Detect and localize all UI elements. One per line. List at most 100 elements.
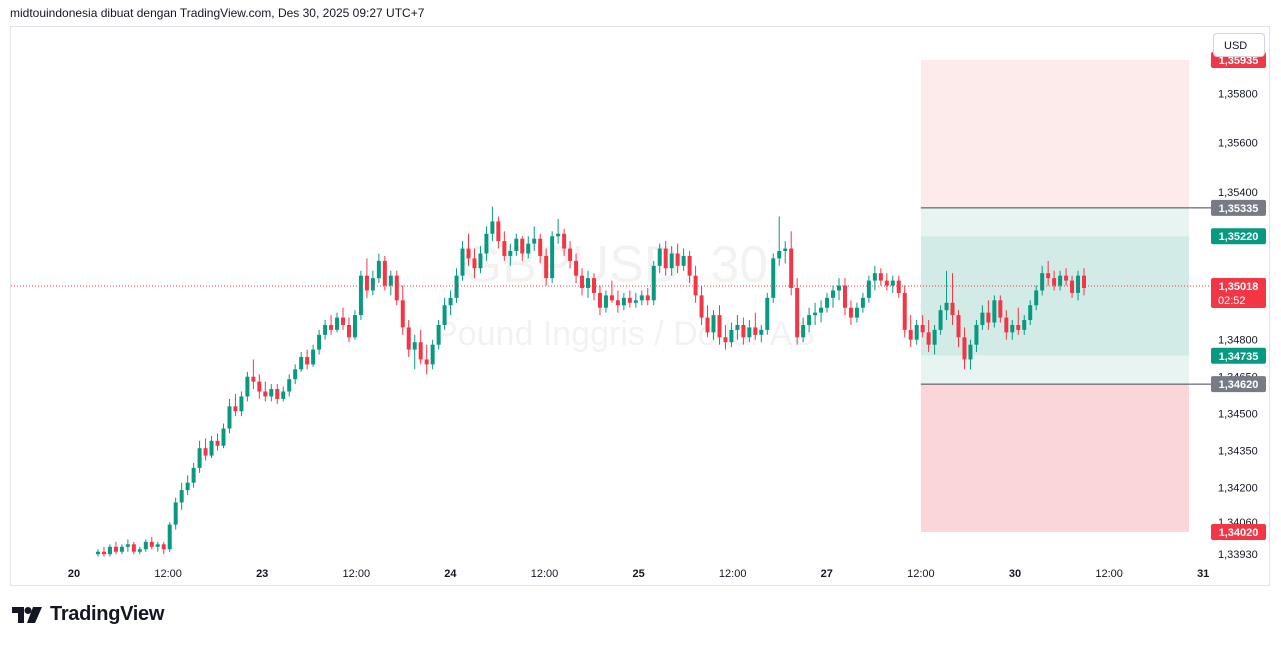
candle[interactable] [860, 292, 865, 313]
candle[interactable] [795, 278, 800, 345]
candle[interactable] [101, 546, 106, 557]
candle[interactable] [615, 290, 620, 313]
candle[interactable] [430, 339, 435, 370]
candle[interactable] [1028, 300, 1033, 325]
price-label-green[interactable]: 1,34735 [1211, 347, 1266, 364]
candle[interactable] [729, 322, 734, 348]
candle[interactable] [1040, 265, 1045, 296]
candle[interactable] [1004, 310, 1009, 340]
candle[interactable] [382, 255, 387, 291]
candle[interactable] [920, 315, 925, 338]
candle[interactable] [251, 359, 256, 390]
candle[interactable] [842, 278, 847, 316]
candle[interactable] [394, 270, 399, 306]
candle[interactable] [1052, 270, 1057, 291]
candle[interactable] [185, 475, 190, 496]
candle[interactable] [1070, 275, 1075, 298]
candle[interactable] [681, 248, 686, 271]
candle[interactable] [305, 349, 310, 370]
candle[interactable] [173, 497, 178, 530]
candle[interactable] [771, 253, 776, 303]
candle[interactable] [902, 285, 907, 338]
candle[interactable] [932, 324, 937, 355]
candle[interactable] [831, 285, 836, 308]
candle[interactable] [281, 386, 286, 402]
candle[interactable] [550, 231, 555, 284]
currency-selector[interactable]: USD [1213, 33, 1265, 57]
candle[interactable] [1010, 320, 1015, 340]
candle[interactable] [669, 246, 674, 276]
candle[interactable] [896, 275, 901, 298]
candle[interactable] [562, 228, 567, 256]
candle[interactable] [341, 307, 346, 330]
candle[interactable] [514, 233, 519, 256]
candle[interactable] [412, 334, 417, 370]
candle[interactable] [203, 438, 208, 461]
candle[interactable] [705, 305, 710, 338]
candle[interactable] [956, 310, 961, 348]
candle[interactable] [884, 273, 889, 291]
candle[interactable] [155, 541, 160, 552]
candle[interactable] [819, 300, 824, 323]
current-price-badge[interactable]: 1,35018 02:52 [1211, 278, 1266, 309]
candle[interactable] [520, 236, 525, 261]
candle[interactable] [376, 253, 381, 284]
candle[interactable] [317, 329, 322, 355]
candle[interactable] [980, 305, 985, 330]
price-label-gray[interactable]: 1,34620 [1211, 376, 1266, 393]
candle[interactable] [335, 312, 340, 333]
candle[interactable] [329, 315, 334, 335]
candle[interactable] [825, 292, 830, 313]
candle[interactable] [544, 248, 549, 286]
candle[interactable] [609, 280, 614, 303]
candle[interactable] [287, 374, 292, 397]
candle[interactable] [161, 541, 166, 555]
candle[interactable] [418, 329, 423, 365]
candle[interactable] [765, 292, 770, 335]
candle[interactable] [699, 285, 704, 325]
candle[interactable] [789, 231, 794, 296]
candle[interactable] [388, 270, 393, 296]
candle[interactable] [580, 268, 585, 296]
price-label-green[interactable]: 1,35220 [1211, 228, 1266, 245]
candle[interactable] [478, 246, 483, 274]
candle[interactable] [257, 374, 262, 399]
candle[interactable] [962, 327, 967, 370]
price-label-red[interactable]: 1,34020 [1211, 524, 1266, 540]
candle[interactable] [532, 226, 537, 252]
candle[interactable] [215, 433, 220, 451]
candle[interactable] [107, 544, 112, 557]
candle[interactable] [747, 320, 752, 343]
candle[interactable] [938, 305, 943, 335]
candle[interactable] [597, 285, 602, 316]
time-axis[interactable]: 20 12:00 23 12:00 24 12:00 25 12:00 27 12:00 30 12:… [68, 568, 1209, 580]
candle[interactable] [627, 290, 632, 308]
candle[interactable] [131, 541, 136, 555]
candle[interactable] [364, 258, 369, 298]
candle[interactable] [239, 391, 244, 417]
candle[interactable] [872, 265, 877, 291]
candle[interactable] [472, 248, 477, 279]
candle[interactable] [741, 317, 746, 345]
candle[interactable] [645, 287, 650, 306]
candle[interactable] [687, 251, 692, 284]
candle[interactable] [950, 273, 955, 325]
price-label-gray[interactable]: 1,35335 [1211, 199, 1266, 216]
candle[interactable] [908, 315, 913, 348]
candle[interactable] [813, 302, 818, 325]
candle[interactable] [323, 320, 328, 340]
candle[interactable] [586, 270, 591, 298]
candle[interactable] [197, 440, 202, 473]
candle[interactable] [1076, 270, 1081, 301]
candle[interactable] [209, 435, 214, 459]
candle[interactable] [245, 371, 250, 402]
candle[interactable] [311, 344, 316, 367]
candle[interactable] [777, 216, 782, 266]
candle[interactable] [263, 381, 268, 402]
candle[interactable] [221, 423, 226, 449]
candle[interactable] [179, 482, 184, 510]
candle[interactable] [538, 233, 543, 264]
candle[interactable] [890, 275, 895, 293]
candle[interactable] [783, 241, 788, 264]
candle[interactable] [1046, 260, 1051, 286]
